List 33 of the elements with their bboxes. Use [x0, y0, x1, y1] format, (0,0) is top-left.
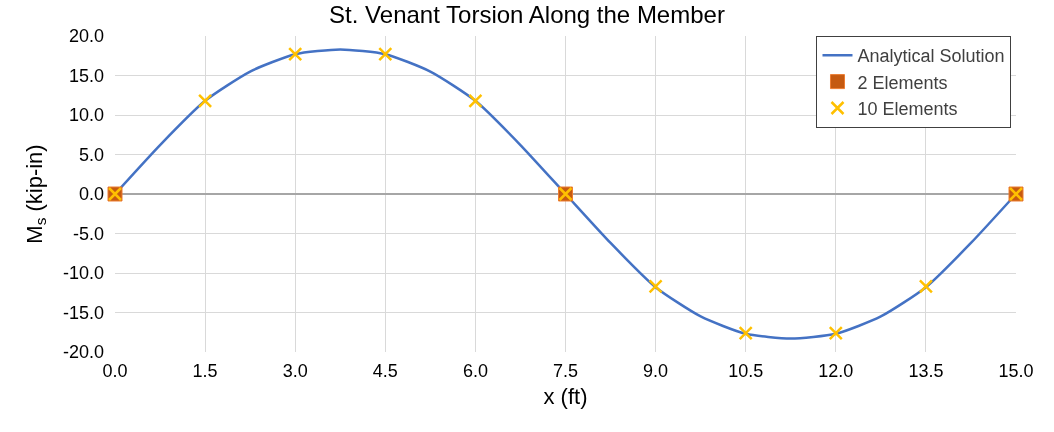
x-tick-label: 13.5	[908, 361, 944, 381]
y-tick-label: 15.0	[68, 65, 104, 86]
legend-label: 10 Elements	[857, 99, 958, 120]
chart-title: St. Venant Torsion Along the Member	[329, 1, 725, 29]
x-tick-label: 15.0	[998, 361, 1034, 381]
x-tick-label: 7.5	[552, 361, 579, 381]
point	[738, 325, 753, 341]
y-tick-label: -5.0	[72, 223, 104, 244]
y-tick-label: 5.0	[78, 144, 104, 165]
point	[918, 279, 934, 294]
point	[197, 93, 213, 109]
y-tick-label: 10.0	[68, 105, 104, 126]
x-tick-label: 12.0	[818, 361, 854, 381]
x-tick-label: 0.0	[102, 361, 128, 381]
y-tick-label: -10.0	[62, 263, 104, 284]
point	[287, 46, 303, 62]
y-tick-label: -15.0	[62, 302, 104, 323]
legend-label: 2 Elements	[857, 72, 948, 93]
point	[648, 279, 663, 294]
y-tick-label: 20.0	[68, 26, 104, 47]
x-tick-label: 6.0	[462, 361, 488, 381]
x-tick-label: 4.5	[372, 361, 398, 381]
x-tick-label: 9.0	[643, 361, 669, 381]
x-tick-label: 3.0	[282, 361, 308, 381]
x-tick-label: 1.5	[192, 361, 218, 381]
y-tick-label: 0.0	[78, 184, 104, 205]
x-axis-title: x (ft)	[543, 383, 588, 409]
point	[468, 93, 483, 109]
point	[828, 325, 844, 341]
legend-label: Analytical Solution	[857, 46, 1005, 67]
y-tick-label: -20.0	[62, 342, 104, 363]
x-tick-label: 10.5	[728, 361, 764, 381]
point	[378, 46, 393, 62]
